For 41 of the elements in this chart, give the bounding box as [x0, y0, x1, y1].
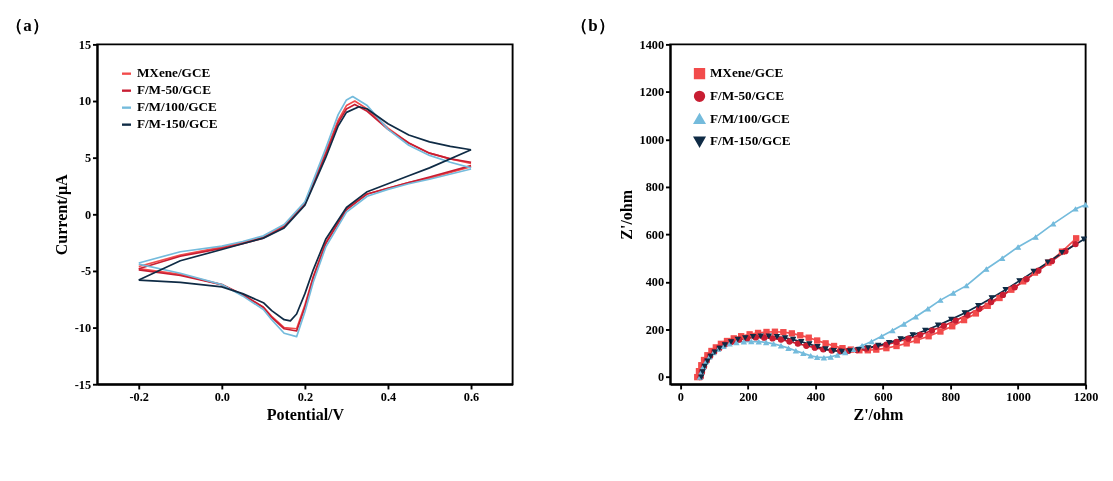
y-tick-label: 600	[645, 227, 665, 242]
y-tick-label: -5	[80, 264, 92, 279]
legend-label: F/M/100/GCE	[709, 110, 791, 126]
y-tick-label: 10	[78, 94, 92, 109]
x-tick-label: 0.2	[297, 389, 314, 404]
x-axis-title: Z'/ohm	[853, 405, 904, 423]
chart-title: （b）	[571, 16, 615, 36]
x-tick-label: -0.2	[129, 389, 149, 404]
y-tick-label: 200	[645, 322, 665, 337]
y-tick-label: 1200	[639, 85, 665, 100]
y-tick-label: 0	[657, 370, 665, 385]
legend-label: F/M-50/GCE	[709, 88, 785, 104]
y-tick-label: -10	[74, 320, 92, 335]
legend-label: F/M-150/GCE	[709, 133, 791, 149]
x-tick-label: 1200	[1073, 389, 1099, 404]
legend-label: F/M-150/GCE	[136, 116, 218, 132]
x-tick-label: 400	[806, 389, 826, 404]
x-tick-label: 600	[874, 389, 893, 404]
y-axis-title: Current/μA	[53, 173, 72, 256]
y-tick-label: 400	[645, 275, 665, 290]
x-tick-label: 0.0	[214, 389, 230, 404]
y-tick-label: 1400	[639, 37, 665, 52]
x-tick-label: 0.4	[380, 389, 397, 404]
legend-label: F/M/100/GCE	[136, 99, 218, 115]
y-tick-label: 15	[78, 37, 92, 52]
legend-label: MXene/GCE	[136, 65, 211, 81]
y-tick-label: 5	[84, 150, 92, 165]
y-tick-label: 800	[645, 180, 665, 195]
y-tick-label: 1000	[639, 132, 665, 147]
y-tick-label: -15	[74, 377, 92, 392]
legend-label: MXene/GCE	[709, 65, 784, 81]
chart-title: （a）	[6, 16, 49, 36]
x-tick-label: 1000	[1006, 389, 1031, 404]
y-axis-title: Z'/ohm	[618, 189, 636, 240]
y-tick-label: 0	[84, 207, 92, 222]
x-tick-label: 0	[677, 389, 684, 404]
x-axis-title: Potential/V	[266, 405, 345, 423]
x-tick-label: 0.6	[463, 389, 480, 404]
x-tick-label: 800	[941, 389, 961, 404]
x-tick-label: 200	[739, 389, 758, 404]
legend-label: F/M-50/GCE	[136, 82, 212, 98]
